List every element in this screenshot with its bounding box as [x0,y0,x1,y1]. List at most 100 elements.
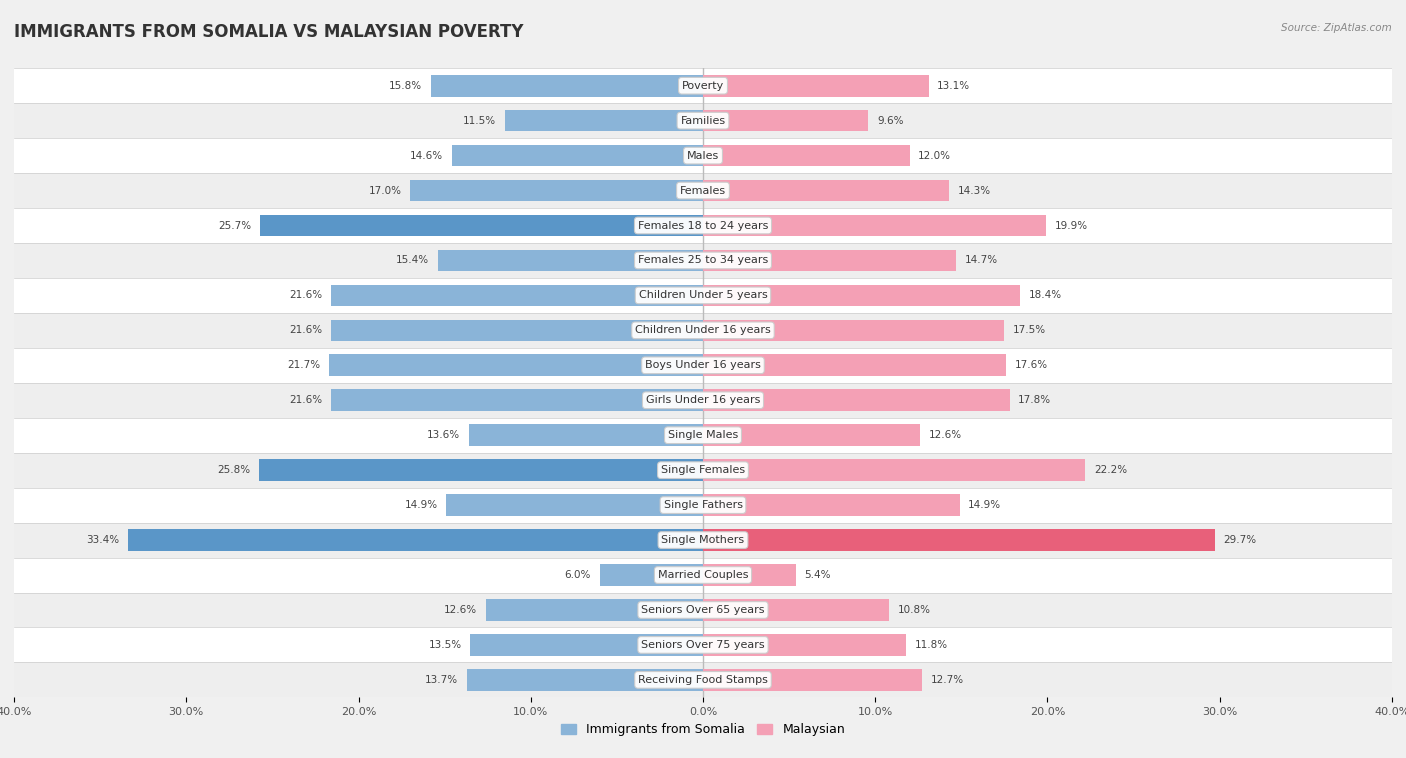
Text: 18.4%: 18.4% [1029,290,1062,300]
Bar [330,320,703,341]
Text: 17.5%: 17.5% [1012,325,1046,335]
Bar [14,68,1392,103]
Text: 21.6%: 21.6% [290,325,322,335]
Text: 12.0%: 12.0% [918,151,952,161]
Bar [703,145,910,167]
Text: Males: Males [688,151,718,161]
Bar [703,564,796,586]
Text: 12.7%: 12.7% [931,675,963,685]
Bar [468,424,703,446]
Bar [703,424,920,446]
Bar [14,418,1392,453]
Bar [14,278,1392,313]
Text: 6.0%: 6.0% [565,570,591,580]
Text: 12.6%: 12.6% [444,605,478,615]
Text: 25.8%: 25.8% [217,465,250,475]
Text: 33.4%: 33.4% [86,535,120,545]
Text: 21.7%: 21.7% [287,360,321,371]
Bar [14,348,1392,383]
Bar [14,453,1392,487]
Text: 17.8%: 17.8% [1018,395,1052,406]
Bar [14,558,1392,593]
Text: Single Females: Single Females [661,465,745,475]
Text: 13.6%: 13.6% [427,431,460,440]
Text: 5.4%: 5.4% [804,570,831,580]
Bar [14,208,1392,243]
Bar [703,284,1019,306]
Bar [703,355,1007,376]
Bar [411,180,703,202]
Text: Receiving Food Stamps: Receiving Food Stamps [638,675,768,685]
Text: Married Couples: Married Couples [658,570,748,580]
Text: Girls Under 16 years: Girls Under 16 years [645,395,761,406]
Text: Families: Families [681,116,725,126]
Text: Source: ZipAtlas.com: Source: ZipAtlas.com [1281,23,1392,33]
Bar [14,383,1392,418]
Text: 14.9%: 14.9% [969,500,1001,510]
Bar [703,599,889,621]
Text: 10.8%: 10.8% [897,605,931,615]
Text: 19.9%: 19.9% [1054,221,1087,230]
Bar [703,634,907,656]
Bar [703,669,922,691]
Text: Single Males: Single Males [668,431,738,440]
Text: 21.6%: 21.6% [290,290,322,300]
Bar [14,487,1392,522]
Bar [14,138,1392,173]
Text: 11.5%: 11.5% [463,116,496,126]
Bar [14,662,1392,697]
Bar [329,355,703,376]
Text: 13.7%: 13.7% [425,675,458,685]
Text: 13.5%: 13.5% [429,640,461,650]
Text: Children Under 16 years: Children Under 16 years [636,325,770,335]
Text: 29.7%: 29.7% [1223,535,1257,545]
Text: 25.7%: 25.7% [218,221,252,230]
Bar [703,249,956,271]
Bar [703,390,1010,411]
Text: 14.9%: 14.9% [405,500,437,510]
Bar [703,215,1046,236]
Text: Seniors Over 65 years: Seniors Over 65 years [641,605,765,615]
Text: Single Fathers: Single Fathers [664,500,742,510]
Bar [14,173,1392,208]
Bar [259,459,703,481]
Bar [430,75,703,96]
Bar [486,599,703,621]
Text: 12.6%: 12.6% [928,431,962,440]
Text: Females 25 to 34 years: Females 25 to 34 years [638,255,768,265]
Text: Children Under 5 years: Children Under 5 years [638,290,768,300]
Text: 17.0%: 17.0% [368,186,402,196]
Bar [14,522,1392,558]
Bar [330,284,703,306]
Text: 14.6%: 14.6% [409,151,443,161]
Bar [451,145,703,167]
Text: 13.1%: 13.1% [938,80,970,91]
Text: 15.4%: 15.4% [396,255,429,265]
Bar [330,390,703,411]
Bar [703,494,960,516]
Bar [437,249,703,271]
Text: 21.6%: 21.6% [290,395,322,406]
Bar [703,529,1215,551]
Text: Single Mothers: Single Mothers [661,535,745,545]
Bar [260,215,703,236]
Text: Boys Under 16 years: Boys Under 16 years [645,360,761,371]
Bar [128,529,703,551]
Text: 17.6%: 17.6% [1015,360,1047,371]
Text: Poverty: Poverty [682,80,724,91]
Bar [599,564,703,586]
Bar [14,243,1392,278]
Text: 15.8%: 15.8% [389,80,422,91]
Text: Seniors Over 75 years: Seniors Over 75 years [641,640,765,650]
Bar [703,75,928,96]
Text: Females 18 to 24 years: Females 18 to 24 years [638,221,768,230]
Bar [703,110,869,131]
Bar [703,180,949,202]
Bar [703,320,1004,341]
Text: 14.7%: 14.7% [965,255,998,265]
Bar [505,110,703,131]
Bar [14,593,1392,628]
Bar [14,103,1392,138]
Bar [14,313,1392,348]
Text: 14.3%: 14.3% [957,186,991,196]
